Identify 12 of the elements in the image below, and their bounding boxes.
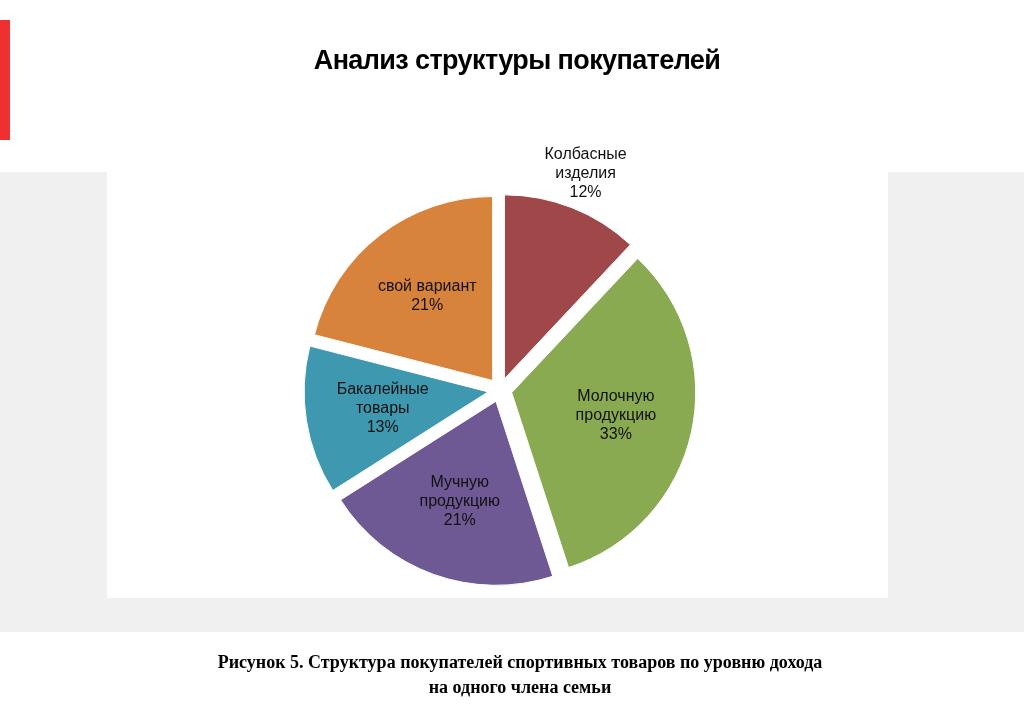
slice-label: Молочную продукцию [575, 387, 657, 424]
text: Рисунок 5. Структура покупателей спортивных товаров по уровню дохода на одного члена семьи [217, 652, 823, 697]
slice-label: Мучную продукцию [419, 472, 501, 509]
data-label: 21% [411, 295, 444, 313]
slice-label: свой вариант [377, 276, 478, 294]
data-label: 33% [599, 425, 632, 443]
slice-label: Бакалейные товары [336, 379, 429, 416]
data-label: 21% [443, 510, 476, 528]
data-label: 13% [366, 417, 399, 435]
slice-label: Колбасные изделия [544, 145, 627, 182]
data-label: 12% [569, 183, 602, 201]
chart-title: Анализ структуры покупателей [313, 45, 721, 76]
